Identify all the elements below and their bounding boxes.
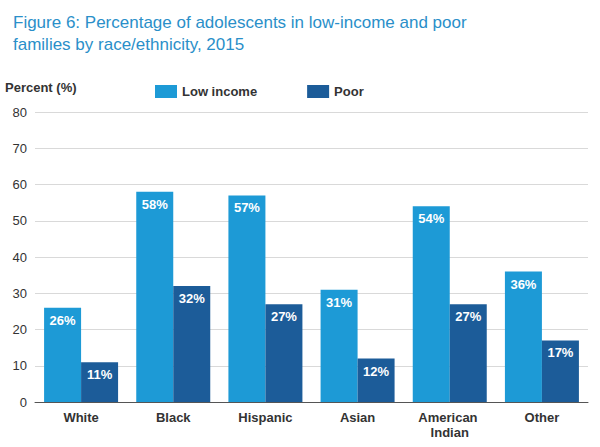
svg-text:32%: 32% [179,291,205,306]
svg-text:17%: 17% [547,345,573,360]
svg-text:31%: 31% [326,295,352,310]
svg-text:Poor: Poor [334,84,364,99]
svg-text:54%: 54% [418,211,444,226]
svg-text:Figure 6: Percentage of adoles: Figure 6: Percentage of adolescents in l… [13,13,471,32]
svg-text:40: 40 [13,250,27,265]
svg-text:Other: Other [525,410,560,425]
svg-text:30: 30 [13,286,27,301]
svg-text:20: 20 [13,322,27,337]
svg-text:Asian: Asian [340,410,375,425]
svg-text:Black: Black [156,410,191,425]
svg-text:Indian: Indian [431,425,469,440]
svg-text:Hispanic: Hispanic [238,410,292,425]
svg-text:50: 50 [13,213,27,228]
svg-text:10: 10 [13,358,27,373]
svg-text:57%: 57% [234,200,260,215]
svg-text:families by race/ethnicity, 20: families by race/ethnicity, 2015 [13,35,244,54]
svg-text:12%: 12% [363,364,389,379]
svg-text:Percent (%): Percent (%) [5,80,77,95]
svg-text:American: American [418,410,481,425]
svg-text:36%: 36% [510,277,536,292]
svg-text:White: White [63,410,98,425]
svg-text:0: 0 [20,395,27,410]
svg-text:27%: 27% [455,309,481,324]
svg-text:80: 80 [13,105,27,120]
svg-text:70: 70 [13,141,27,156]
svg-text:11%: 11% [87,367,113,382]
svg-text:26%: 26% [50,313,76,328]
svg-text:58%: 58% [142,197,168,212]
svg-text:60: 60 [13,177,27,192]
svg-text:27%: 27% [271,309,297,324]
svg-text:Low income: Low income [182,84,257,99]
